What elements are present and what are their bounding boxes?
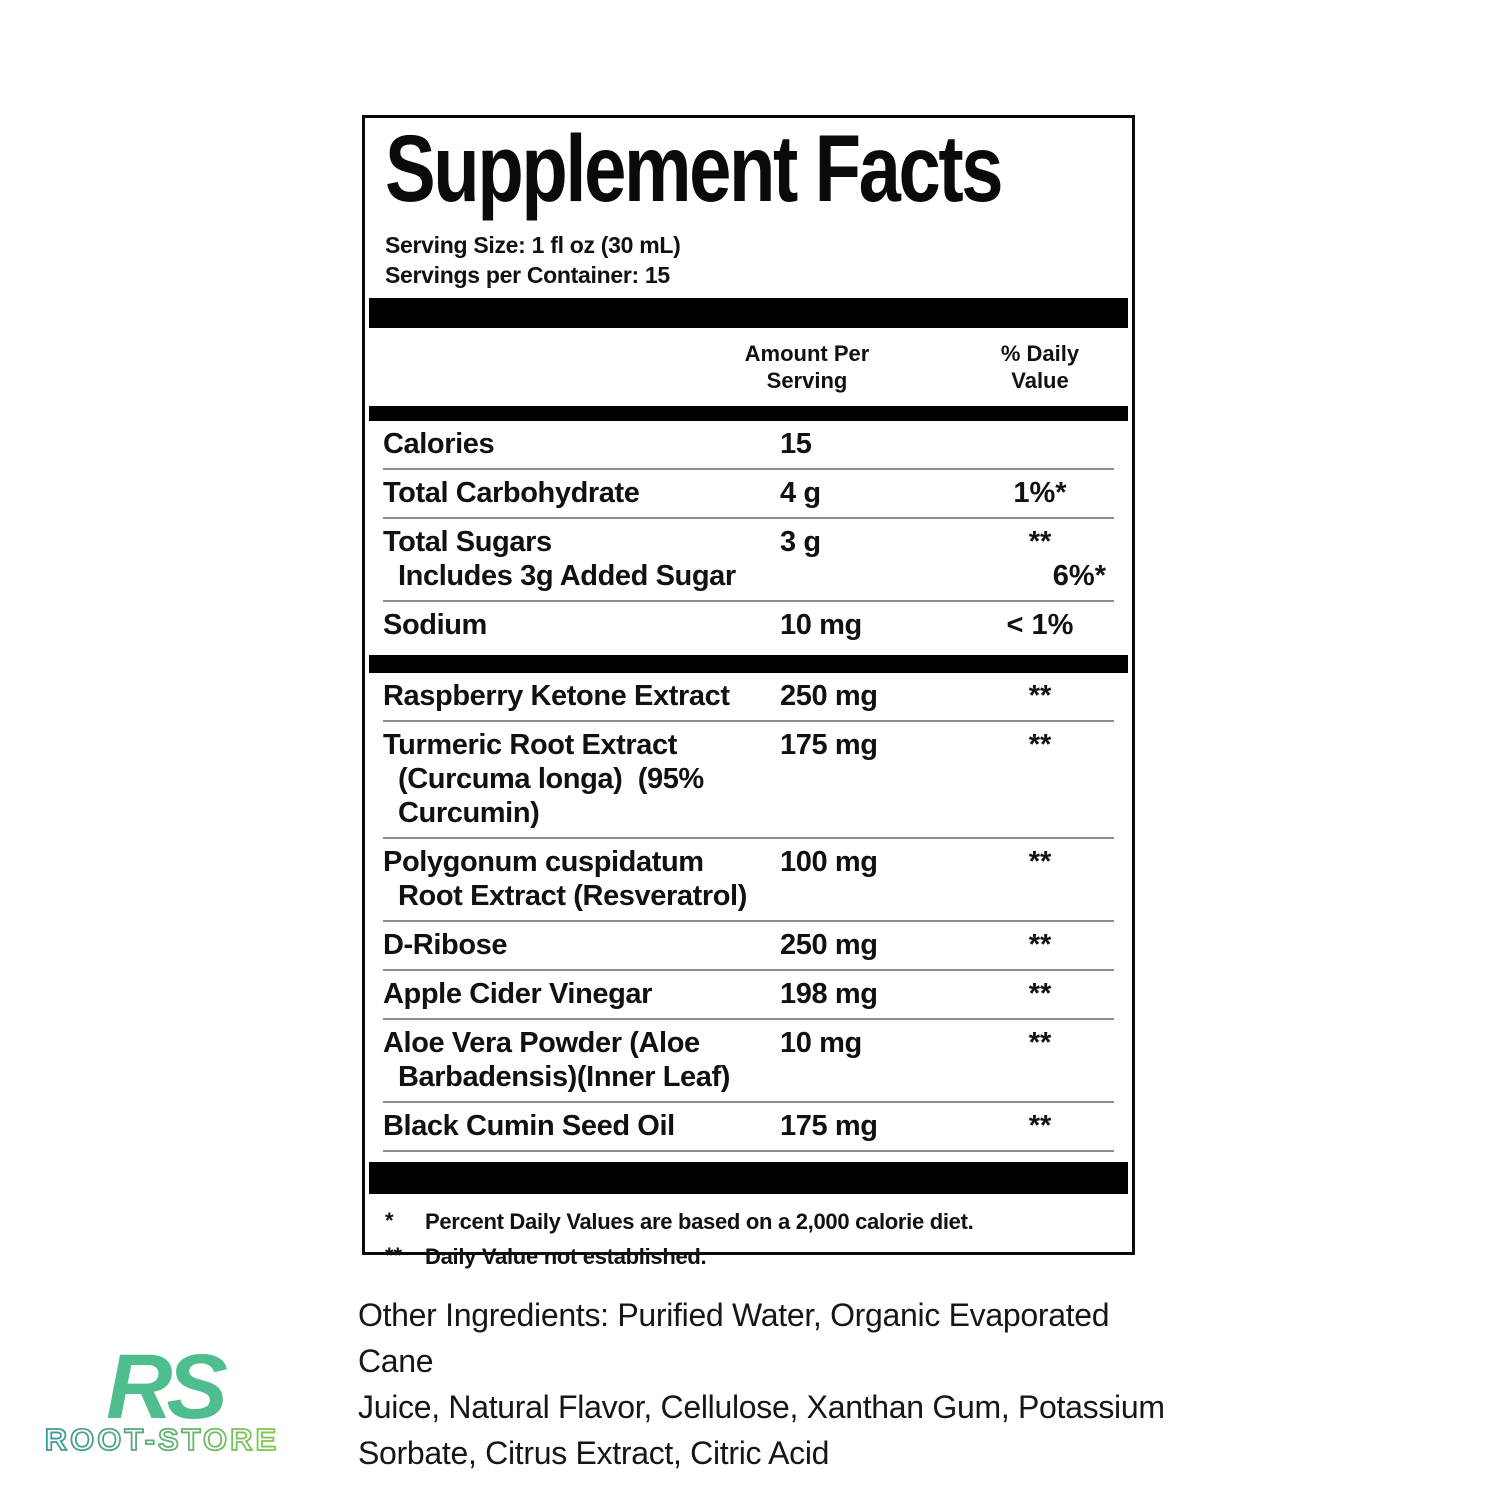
- nutrient-name: Total Sugars: [383, 526, 552, 558]
- ingredient-name: Raspberry Ketone Extract: [383, 680, 730, 712]
- nutrient-sub-name: Includes 3g Added Sugar: [398, 560, 736, 592]
- ingredient-dv: **: [1028, 729, 1052, 761]
- ingredient-dv: **: [1028, 929, 1052, 961]
- rs-monogram-icon: RS: [106, 1338, 227, 1438]
- footnote-text: Daily Value not established.: [425, 1244, 707, 1269]
- ingredient-name: Apple Cider Vinegar: [383, 978, 653, 1010]
- ingredient-dv: **: [1028, 680, 1052, 712]
- divider-bar-thick-top: [369, 298, 1128, 328]
- nutrient-amount: 4 g: [780, 477, 821, 509]
- ingredient-dv: **: [1028, 978, 1052, 1010]
- footnotes: * Percent Daily Values are based on a 2,…: [385, 1208, 1114, 1270]
- ingredient-row-turmeric: Turmeric Root Extract (Curcuma longa) (9…: [383, 720, 1114, 837]
- ingredient-row-polygonum: Polygonum cuspidatum Root Extract (Resve…: [383, 837, 1114, 920]
- ingredient-amount: 175 mg: [780, 729, 878, 761]
- root-store-wordmark: ROOT-STORE: [45, 1422, 279, 1457]
- ingredient-name: Aloe Vera Powder (Aloe Barbadensis)(Inne…: [383, 1027, 731, 1093]
- divider-bar-thick-bottom: [369, 1162, 1128, 1194]
- nutrient-row-calories: Calories 15: [383, 421, 1114, 468]
- nutrient-name: Total Carbohydrate: [383, 477, 640, 509]
- footnote-text: Percent Daily Values are based on a 2,00…: [425, 1209, 974, 1234]
- nutrient-row-sodium: Sodium 10 mg < 1%: [383, 600, 1114, 649]
- footnote-marker: **: [385, 1243, 403, 1268]
- column-header-row: Amount Per Serving % Daily Value: [365, 328, 1132, 406]
- nutrient-row-total-sugars: Total Sugars Includes 3g Added Sugar 3 g…: [383, 517, 1114, 600]
- ingredient-row-aloe-vera: Aloe Vera Powder (Aloe Barbadensis)(Inne…: [383, 1018, 1114, 1101]
- footnote-daily-values: * Percent Daily Values are based on a 2,…: [385, 1208, 1114, 1235]
- root-store-logo: RS ROOT-STORE: [42, 1336, 282, 1458]
- nutrient-row-total-carbohydrate: Total Carbohydrate 4 g 1%*: [383, 468, 1114, 517]
- nutrient-name: Sodium: [383, 609, 487, 641]
- ingredient-name: D-Ribose: [383, 929, 508, 961]
- ingredient-dv: **: [1028, 1110, 1052, 1142]
- serving-size: Serving Size: 1 fl oz (30 mL): [385, 232, 681, 258]
- ingredient-name: Black Cumin Seed Oil: [383, 1110, 675, 1142]
- ingredient-amount: 175 mg: [780, 1110, 878, 1142]
- column-header-amount: Amount Per Serving: [744, 341, 870, 393]
- ingredient-row-raspberry-ketone: Raspberry Ketone Extract 250 mg **: [383, 673, 1114, 720]
- panel-title: Supplement Facts: [385, 116, 1004, 222]
- ingredient-amount: 250 mg: [780, 680, 878, 712]
- other-ingredients-text: Other Ingredients: Purified Water, Organ…: [358, 1297, 1165, 1471]
- nutrient-sub-dv: 6%*: [1052, 560, 1106, 592]
- nutrient-name: Calories: [383, 428, 495, 460]
- footnote-marker: *: [385, 1208, 394, 1233]
- ingredient-name: Turmeric Root Extract (Curcuma longa) (9…: [383, 729, 704, 829]
- ingredient-row-d-ribose: D-Ribose 250 mg **: [383, 920, 1114, 969]
- divider-bar-mid: [369, 655, 1128, 673]
- ingredient-amount: 198 mg: [780, 978, 878, 1010]
- ingredient-row-black-cumin: Black Cumin Seed Oil 175 mg **: [383, 1101, 1114, 1152]
- nutrient-dv: **: [1028, 526, 1052, 558]
- ingredient-amount: 250 mg: [780, 929, 878, 961]
- nutrient-amount: 10 mg: [780, 609, 862, 641]
- root-store-logo-svg: RS ROOT-STORE: [44, 1336, 279, 1458]
- nutrient-dv: 1%*: [1013, 477, 1067, 509]
- ingredient-dv: **: [1028, 846, 1052, 878]
- serving-info: Serving Size: 1 fl oz (30 mL) Servings p…: [385, 230, 1112, 290]
- nutrient-dv: < 1%: [1006, 609, 1074, 641]
- ingredient-row-apple-cider-vinegar: Apple Cider Vinegar 198 mg **: [383, 969, 1114, 1018]
- ingredient-name: Polygonum cuspidatum Root Extract (Resve…: [383, 846, 747, 912]
- footnote-dv-not-established: ** Daily Value not established.: [385, 1243, 1114, 1270]
- supplement-facts-panel: Supplement Facts Serving Size: 1 fl oz (…: [362, 115, 1135, 1269]
- nutrient-amount: 15: [780, 428, 812, 460]
- ingredient-dv: **: [1028, 1027, 1052, 1059]
- nutrient-amount: 3 g: [780, 526, 821, 558]
- ingredient-amount: 100 mg: [780, 846, 878, 878]
- ingredient-amount: 10 mg: [780, 1027, 862, 1059]
- column-header-daily-value: % Daily Value: [1000, 341, 1080, 393]
- divider-bar-thin: [369, 406, 1128, 421]
- servings-per-container: Servings per Container: 15: [385, 262, 670, 288]
